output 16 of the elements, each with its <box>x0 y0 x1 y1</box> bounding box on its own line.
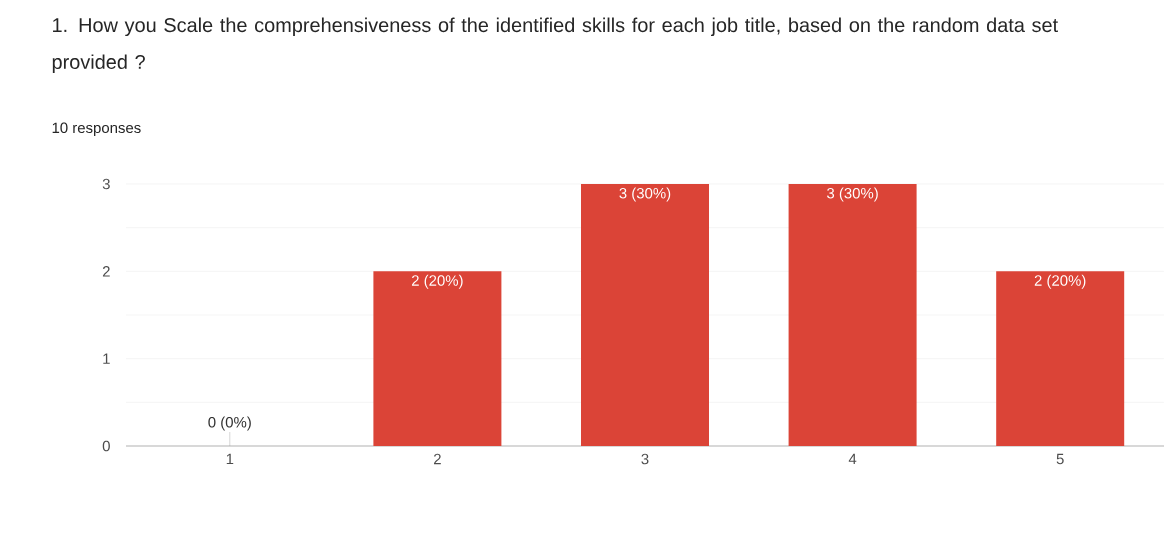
chart-title: 1. How you Scale the comprehensiveness of the identified skills for each job title, based on the random data set provided ? <box>52 17 1058 73</box>
data-label: 3 (30%) <box>826 187 878 202</box>
y-tick-label: 1 <box>103 353 110 364</box>
y-tick-label: 3 <box>102 178 110 190</box>
x-tick-label: 4 <box>848 453 857 465</box>
y-tick-label: 0 <box>102 440 110 452</box>
data-label: 3 (30%) <box>619 187 671 202</box>
data-label: 0 (0%) <box>208 416 251 431</box>
data-label: 2 (20%) <box>411 274 463 289</box>
y-tick-label: 2 <box>102 266 110 277</box>
x-tick-label: 5 <box>1056 453 1064 465</box>
chart-subtitle: 10 responses <box>52 122 141 137</box>
data-label: 2 (20%) <box>1034 274 1086 289</box>
x-tick-label: 1 <box>226 453 234 465</box>
x-tick-label: 3 <box>641 453 649 465</box>
x-tick-label: 2 <box>433 453 441 465</box>
